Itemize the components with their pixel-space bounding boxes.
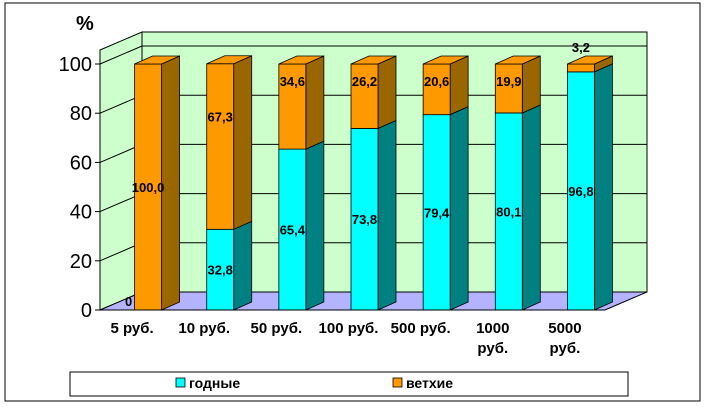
- data-label: 0: [125, 294, 132, 309]
- bar-group: 73,8 26,2: [350, 55, 397, 311]
- x-tick-label: 5 руб.: [110, 320, 153, 337]
- legend-box: [69, 371, 629, 397]
- bar-segment: [134, 63, 162, 311]
- bar-top: [278, 55, 325, 65]
- bar-top: [567, 55, 613, 65]
- bar-side: [233, 55, 253, 230]
- bar-side: [377, 119, 397, 311]
- bar-segment: [422, 63, 451, 116]
- bar-segment: [278, 148, 307, 311]
- x-tick-label: 10 руб.: [178, 320, 230, 337]
- y-tick-label: 0: [81, 300, 92, 322]
- y-tick-label: 100: [59, 54, 92, 76]
- bars: 0 100,0 32,8 67,3 65,4 34,6 73,8 26,2 79,4 20,6 80…: [125, 40, 613, 311]
- bar-segment: [350, 63, 379, 129]
- y-tick-label: 20: [70, 251, 92, 273]
- bar-segment: [494, 112, 523, 311]
- bar-side: [233, 220, 253, 311]
- bar-top: [422, 55, 469, 65]
- bar-top: [206, 55, 252, 65]
- bar-side: [521, 55, 541, 114]
- bar-top: [495, 55, 541, 65]
- bar-top: [350, 55, 397, 65]
- bar-side: [305, 140, 325, 311]
- bar-segment: [567, 63, 595, 73]
- legend-label: годные: [189, 375, 240, 391]
- legend-label: ветхие: [406, 375, 453, 391]
- bar-group: 65,4 34,6: [278, 55, 325, 311]
- data-label: 32,8: [208, 263, 233, 278]
- x-tick-label: 100 руб.: [319, 320, 379, 337]
- data-label: 34,6: [280, 74, 305, 89]
- gridline: [99, 45, 647, 65]
- y-axis: 0 20 40 60 80 100%: [59, 13, 101, 322]
- bar-side: [377, 55, 397, 130]
- data-label: 65,4: [280, 223, 306, 238]
- bar-segment: [567, 71, 595, 311]
- bar-side: [449, 106, 469, 311]
- data-label: 26,2: [352, 74, 377, 89]
- y-tick-label: 60: [70, 152, 92, 174]
- bar-group: 79,4 20,6: [422, 55, 469, 311]
- bar-segment: [206, 63, 235, 230]
- bar-group: 0 100,0: [125, 55, 180, 311]
- data-label: 67,3: [208, 110, 233, 125]
- bar-side: [305, 55, 325, 150]
- bar-segment: [278, 63, 307, 150]
- x-tick-label: 1000 руб.: [476, 320, 509, 357]
- x-tick-label: 500 руб.: [391, 320, 451, 337]
- bar-side: [594, 63, 613, 311]
- y-axis-label: %: [76, 13, 94, 35]
- bar-top: [134, 55, 180, 65]
- bar-segment: [422, 114, 451, 311]
- bar-group: 80,1 19,9: [494, 55, 541, 311]
- y-tick-label: 40: [70, 202, 92, 224]
- bar-side: [521, 104, 541, 311]
- data-label: 3,2: [572, 40, 590, 55]
- bar-group: 96,8 3,2: [567, 40, 613, 311]
- legend-swatch: [392, 377, 403, 388]
- legend-swatch: [175, 377, 186, 388]
- x-tick-label: 50 руб.: [251, 320, 303, 337]
- data-label: 19,9: [496, 74, 521, 89]
- data-label: 73,8: [352, 212, 377, 227]
- y-tick-label: 80: [70, 103, 92, 125]
- x-tick-label: 5000 руб.: [548, 320, 581, 357]
- bar-segment: [350, 128, 379, 311]
- legend: годные ветхие: [69, 371, 629, 397]
- bar-segment: [494, 63, 523, 114]
- bar-side: [449, 55, 469, 116]
- data-label: 79,4: [424, 205, 450, 220]
- x-axis: 5 руб. 10 руб. 50 руб. 100 руб. 500 руб. 1000…: [100, 309, 605, 357]
- bar-group: 32,8 67,3: [206, 55, 253, 311]
- data-label: 96,8: [568, 184, 593, 199]
- data-label: 100,0: [132, 180, 165, 195]
- data-label: 20,6: [424, 74, 449, 89]
- data-label: 80,1: [496, 204, 521, 219]
